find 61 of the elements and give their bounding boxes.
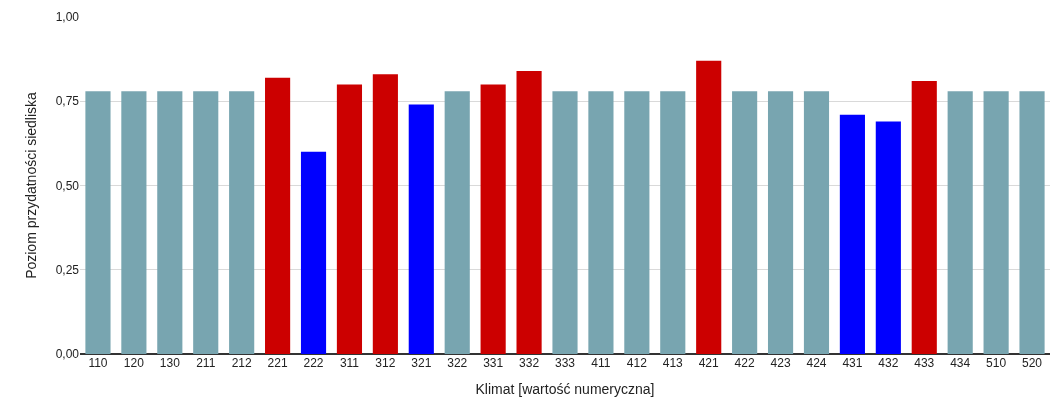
x-tick-label: 212 [231, 356, 252, 370]
bar [588, 91, 614, 354]
x-tick-label: 520 [1022, 356, 1043, 370]
bar [660, 91, 686, 354]
x-tick-label: 432 [878, 356, 899, 370]
x-tick-label: 433 [914, 356, 935, 370]
bar [732, 91, 758, 354]
x-tick-label: 424 [806, 356, 827, 370]
bar [444, 91, 470, 354]
y-tick-label: 0,50 [55, 178, 80, 193]
x-tick-label: 412 [626, 356, 648, 370]
bar [983, 91, 1009, 354]
x-tick-label: 431 [842, 356, 863, 370]
bar [839, 114, 865, 354]
x-tick-label: 422 [734, 356, 755, 370]
x-tick-label: 321 [411, 356, 432, 370]
x-tick-label: 510 [986, 356, 1007, 370]
x-tick-label: 110 [88, 356, 108, 370]
bar [552, 91, 578, 354]
bar [121, 91, 147, 354]
y-tick-label: 0,00 [55, 347, 80, 362]
bar [803, 91, 830, 354]
x-tick-label: 221 [267, 356, 288, 370]
y-axis-title: Poziom przydatności siedliska [23, 91, 40, 279]
bar [1019, 91, 1045, 354]
x-tick-label: 130 [159, 356, 181, 370]
bar [911, 81, 937, 354]
x-tick-label: 120 [123, 356, 145, 370]
x-tick-label: 312 [375, 356, 396, 370]
bar [696, 60, 722, 354]
bar [157, 91, 183, 354]
x-tick-label: 434 [950, 356, 971, 370]
x-tick-label: 222 [303, 356, 324, 370]
x-tick-label: 413 [662, 356, 684, 370]
bar [85, 91, 111, 354]
x-tick-label: 322 [447, 356, 468, 370]
x-tick-label: 333 [554, 356, 576, 370]
bar [516, 70, 542, 354]
bar [480, 84, 506, 354]
x-tick-label: 421 [698, 356, 720, 370]
bar [372, 74, 398, 354]
y-tick-label: 1,00 [55, 10, 80, 25]
bar [624, 91, 650, 354]
x-tick-label: 423 [770, 356, 791, 370]
x-tick-label: 332 [519, 356, 540, 370]
x-tick-label: 211 [196, 356, 216, 370]
bar [336, 84, 363, 354]
x-tick-label: 311 [339, 356, 360, 370]
x-tick-label: 411 [591, 356, 611, 370]
x-tick-label: 331 [483, 356, 504, 370]
y-tick-label: 0,25 [55, 262, 80, 277]
bar [300, 151, 327, 354]
bar [408, 104, 434, 354]
bar [767, 91, 794, 354]
bar [875, 121, 901, 354]
bar [193, 91, 219, 354]
bar [947, 91, 973, 354]
x-axis-title: Klimat [wartość numeryczna] [475, 381, 655, 398]
y-tick-label: 0,75 [55, 94, 80, 109]
bar [229, 91, 255, 354]
bar [265, 77, 291, 354]
